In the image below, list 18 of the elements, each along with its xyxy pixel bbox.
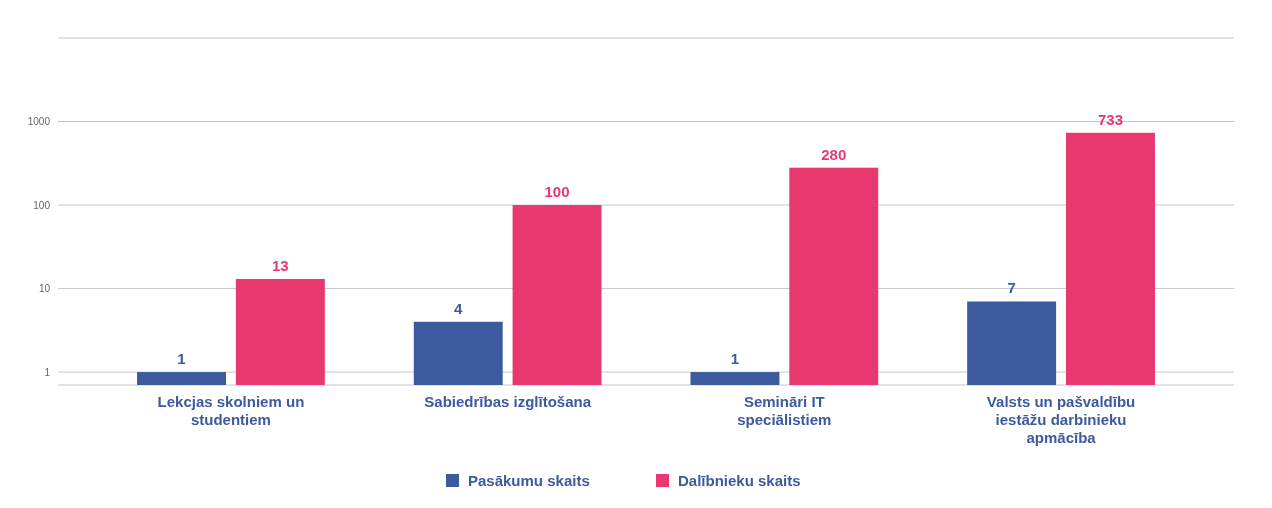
x-tick-label: Lekcjas skolniem un studentiem [157,393,305,428]
y-tick-label: 100 [33,199,51,211]
data-label: 1 [730,350,740,368]
y-tick-label: 10 [38,283,51,295]
data-label: 280 [821,145,847,163]
data-label: 733 [1097,110,1123,128]
x-tick-label: Sabiedrības izglītošana [424,393,592,410]
x-tick-label: Semināri IT speciālistiem [737,393,832,428]
x-tick-label: Valsts un pašvaldību iestāžu darbinieku apmācība [986,393,1136,446]
legend-label: Dalībnieku skaits [678,472,801,489]
data-label: 1 [177,350,186,368]
data-label: 100 [544,183,570,201]
data-label: 13 [272,257,289,275]
y-tick-label: 1000 [27,116,51,128]
y-tick-label: 1 [44,366,51,378]
legend-label: Pasākumu skaits [468,472,590,489]
data-label: 7 [1007,279,1016,297]
data-label: 4 [454,299,464,317]
